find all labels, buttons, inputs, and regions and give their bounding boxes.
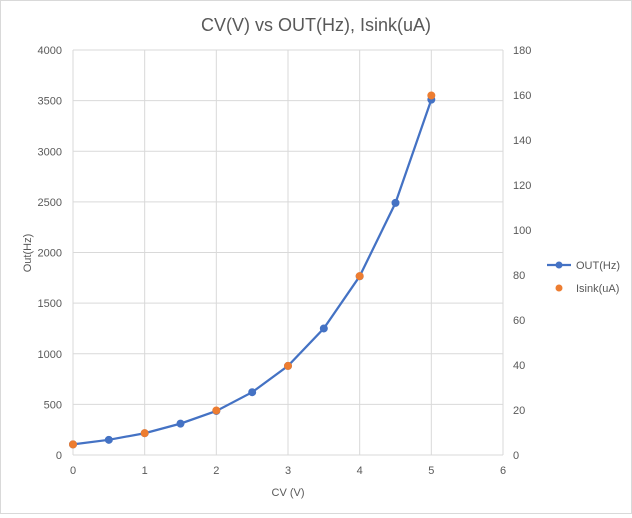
data-point — [319, 324, 328, 333]
data-point — [355, 272, 364, 281]
y-tick-label: 4000 — [38, 45, 62, 57]
x-axis-label: CV (V) — [272, 487, 305, 499]
y-axis-label: Out(Hz) — [22, 234, 34, 273]
legend-marker — [555, 261, 563, 269]
data-point — [212, 406, 221, 415]
legend: OUT(Hz) Isink(uA) — [547, 260, 620, 295]
legend-label: Isink(uA) — [576, 283, 619, 295]
y-tick-label: 2000 — [38, 248, 62, 260]
data-point — [284, 361, 292, 370]
data-point — [69, 440, 77, 449]
y2-tick-label: 120 — [513, 180, 531, 192]
chart-title: CV(V) vs OUT(Hz), Isink(uA) — [201, 15, 431, 35]
legend-marker — [555, 284, 563, 292]
legend-item: OUT(Hz) — [547, 260, 620, 272]
x-tick-label: 1 — [142, 465, 148, 477]
data-point — [391, 198, 400, 207]
data-point — [104, 435, 113, 444]
data-point — [176, 419, 185, 428]
x-tick-label: 6 — [500, 465, 506, 477]
y2-tick-label: 0 — [513, 450, 519, 462]
legend-item: Isink(uA) — [555, 283, 619, 295]
x-tick-label: 0 — [70, 465, 76, 477]
series-0 — [69, 95, 436, 449]
y-tick-label: 2500 — [38, 197, 62, 209]
y-tick-label: 3500 — [38, 96, 62, 108]
y2-tick-label: 80 — [513, 270, 525, 282]
data-point — [248, 388, 257, 397]
y-tick-label: 1500 — [38, 298, 62, 310]
y2-tick-label: 40 — [513, 360, 525, 372]
x-tick-label: 5 — [428, 465, 434, 477]
gridlines — [72, 49, 504, 456]
data-point — [140, 429, 149, 438]
x-tick-label: 4 — [357, 465, 363, 477]
y2-tick-label: 140 — [513, 135, 531, 147]
y2-tick-label: 20 — [513, 405, 525, 417]
x-tick-label: 3 — [285, 465, 291, 477]
y2-tick-label: 60 — [513, 315, 525, 327]
y2-tick-label: 160 — [513, 90, 531, 102]
y2-tick-label: 100 — [513, 225, 531, 237]
y-tick-label: 500 — [44, 399, 62, 411]
y-tick-label: 1000 — [38, 349, 62, 361]
y2-tick-label: 180 — [513, 45, 531, 57]
tick-labels: 0500100015002000250030003500400002040608… — [38, 45, 532, 477]
y-tick-label: 3000 — [38, 146, 62, 158]
series-layer — [69, 91, 436, 449]
legend-label: OUT(Hz) — [576, 260, 620, 272]
data-point — [427, 91, 436, 100]
x-tick-label: 2 — [213, 465, 219, 477]
y-tick-label: 0 — [56, 450, 62, 462]
series-1 — [69, 91, 436, 449]
